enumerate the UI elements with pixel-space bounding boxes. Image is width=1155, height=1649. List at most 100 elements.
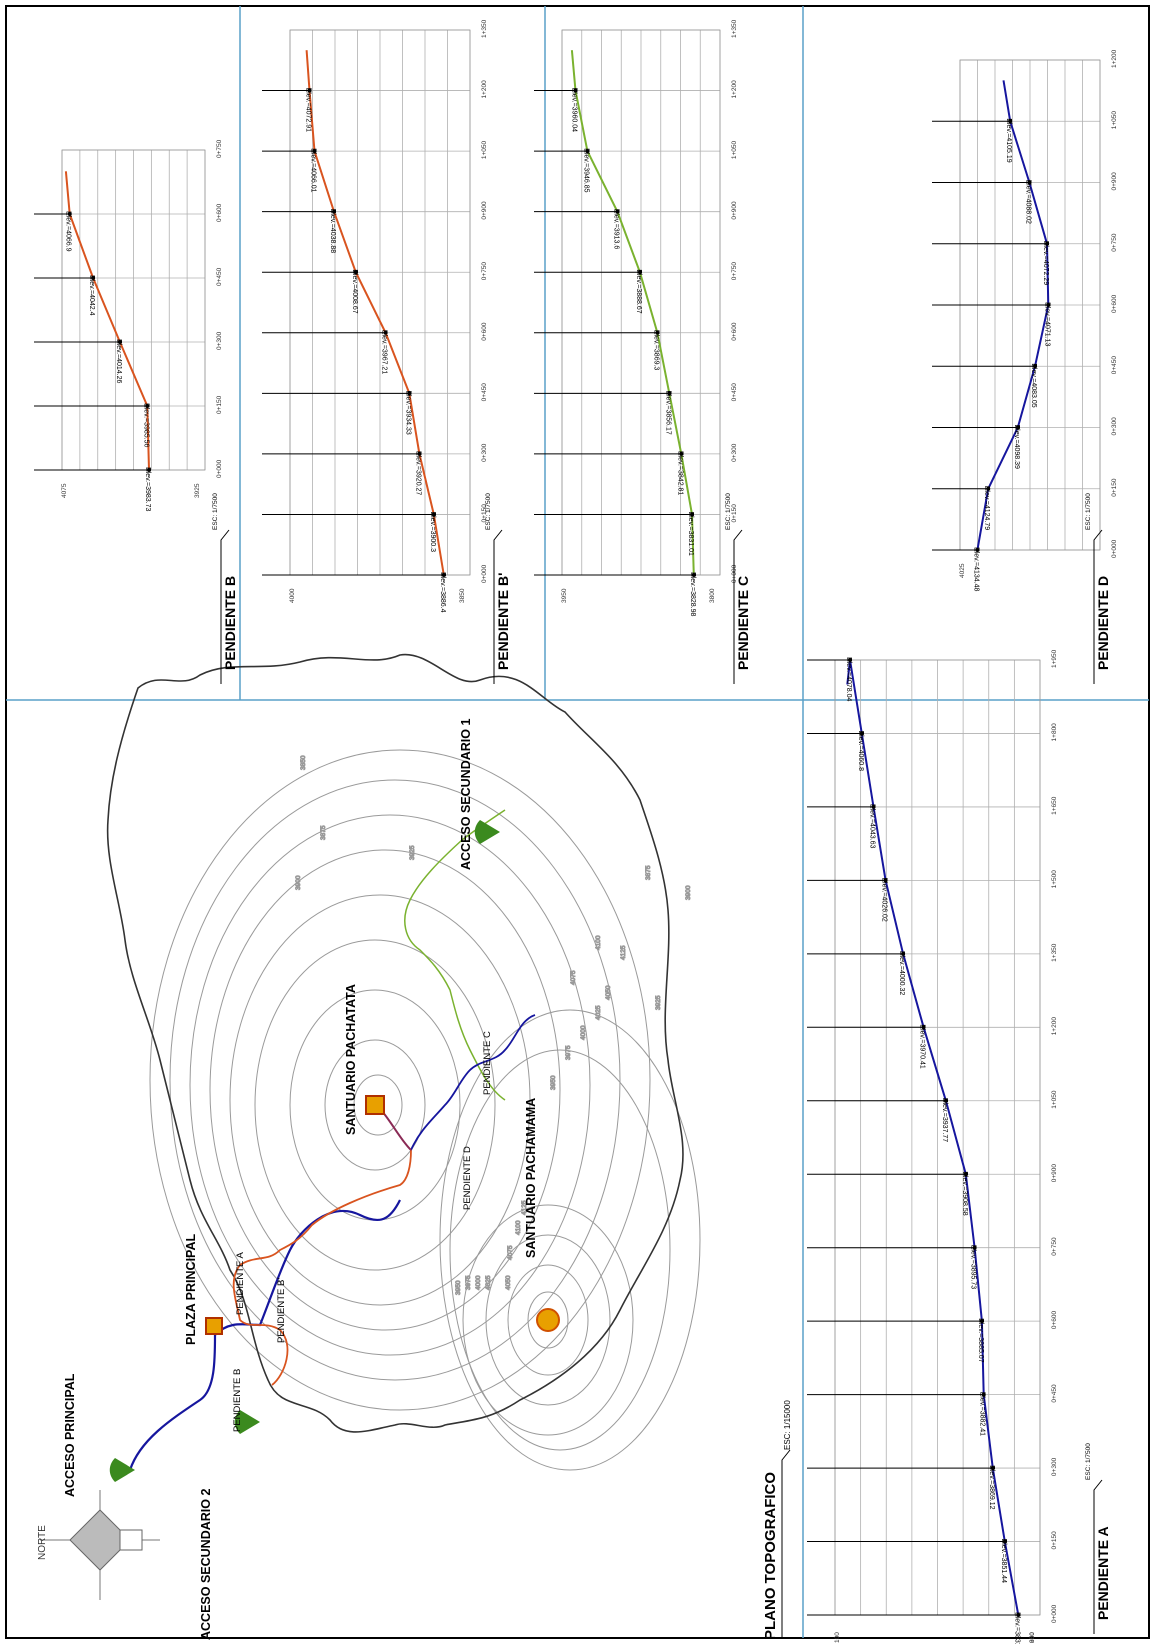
contour-value-label: 3875 — [320, 825, 327, 840]
elevation-point — [441, 573, 446, 577]
profiles-group: 0+000 0+150 0+300 0+450 0+600 0+750 4075 3925 El… — [34, 19, 1118, 1649]
path-pendiente-d — [410, 1014, 536, 1151]
contour-value-label: 3900 — [295, 875, 302, 890]
elevation-point — [859, 731, 864, 736]
chainage-tick-label: 0+600 — [1111, 294, 1118, 313]
plaza-principal-label: PLAZA PRINCIPAL — [184, 1234, 198, 1345]
chainage-tick-label: 0+750 — [481, 262, 488, 281]
pendiente-a-label: PENDIENTE A — [235, 1252, 246, 1315]
elevation-point — [431, 512, 436, 517]
chainage-tick-label: 0+300 — [216, 331, 223, 350]
profile-title-bracket — [1093, 1479, 1103, 1634]
elevation-label: Elev.=3967.21 — [381, 330, 388, 375]
elevation-label: Elev.=4026.02 — [881, 877, 888, 922]
elevation-point — [943, 1098, 948, 1103]
elevation-point — [691, 573, 696, 577]
chainage-tick-label: 0+300 — [1111, 417, 1118, 436]
elevation-label: Elev.=3920.27 — [414, 451, 421, 496]
elevation-point — [1008, 119, 1013, 124]
elevation-label: Elev.=3882.41 — [979, 1392, 986, 1437]
santuario-pachamama-label: SANTUARIO PACHAMAMA — [524, 1098, 538, 1258]
santuario-pachamama-marker — [536, 1308, 560, 1332]
elevation-axis-label: 3950 — [561, 588, 568, 603]
elevation-point — [91, 276, 96, 280]
elevation-label: Elev.=3851.44 — [1000, 1539, 1007, 1584]
path-pendiente-c — [404, 809, 506, 1101]
profile-scale: ESC: 1/7500 — [212, 493, 219, 530]
chainage-tick-label: 1+050 — [1111, 111, 1118, 130]
chainage-tick-label: 0+600 — [216, 203, 223, 222]
profile-line — [570, 50, 695, 576]
profile-b2: 0+000 0+150 0+300 0+450 0+600 0+750 0+900 1+050… — [262, 19, 511, 684]
chainage-tick-label: 0+900 — [731, 201, 738, 220]
contour-value-label: 4075 — [507, 1245, 514, 1260]
chainage-tick-label: 0+000 — [481, 564, 488, 583]
elevation-label: Elev.=4060.8 — [857, 730, 864, 771]
elevation-label: Elev.=3913.6 — [612, 209, 619, 250]
elevation-label: Elev.=4071.13 — [1043, 302, 1050, 347]
profile-title-bracket — [733, 529, 743, 684]
contour-value-label: 3950 — [455, 1280, 462, 1295]
elevation-label: Elev.=4088.02 — [1024, 180, 1031, 225]
acceso-principal-label: ACCESO PRINCIPAL — [63, 1373, 77, 1497]
elevation-point — [1045, 241, 1050, 246]
contour-value-label: 4125 — [620, 945, 627, 960]
elevation-axis-label: 100 — [834, 1632, 841, 1643]
contour-value-label: 3900 — [685, 885, 692, 900]
elevation-point — [1046, 303, 1051, 307]
acceso-secundario-2-label: ACCESO SECUNDARIO 2 — [199, 1489, 213, 1640]
profile-title-bracket — [220, 529, 230, 684]
elevation-label: Elev.=3831.01 — [687, 511, 694, 556]
chainage-tick-label: 0+300 — [731, 443, 738, 462]
elevation-label: Elev.=4105.19 — [1005, 118, 1012, 163]
contour-value-label: 4000 — [475, 1275, 482, 1290]
elevation-point — [407, 391, 412, 396]
elevation-point — [848, 658, 853, 662]
contour-value-label: 3950 — [550, 1075, 557, 1090]
elevation-label: Elev.=3869.3 — [652, 330, 659, 371]
contour-line — [462, 1204, 634, 1436]
profile-title: PENDIENTE C — [735, 576, 751, 670]
elevation-point — [637, 270, 642, 275]
chainage-tick-label: 0+900 — [1051, 1164, 1058, 1183]
chainage-tick-label: 1+650 — [1051, 796, 1058, 815]
contour-value-label: 3850 — [300, 755, 307, 770]
acceso-secundario-1-label: ACCESO SECUNDARIO 1 — [459, 719, 473, 870]
contour-line — [324, 1039, 426, 1171]
pendiente-b-label: PENDIENTE B — [232, 1369, 243, 1432]
contour-value-label: 4075 — [570, 970, 577, 985]
santuario-pachatata-marker — [365, 1095, 385, 1115]
chainage-tick-label: 0+150 — [481, 504, 488, 523]
contour-line — [254, 939, 496, 1271]
elevation-label: Elev.=4083.05 — [1030, 363, 1037, 408]
elevation-point — [901, 951, 906, 956]
contour-lines: 3850387539003925395039754000402540504075… — [149, 749, 701, 1471]
elevation-label: Elev.=3960.04 — [571, 88, 578, 133]
contour-value-label: 3925 — [655, 995, 662, 1010]
elevation-label: Elev.=3946.85 — [582, 148, 589, 193]
contour-value-label: 3975 — [565, 1045, 572, 1060]
elevation-point — [312, 149, 317, 154]
elevation-point — [921, 1025, 926, 1030]
profile-c: 0+0000+1500+3000+4500+6000+7500+9001+050… — [534, 19, 751, 684]
chainage-tick-label: 1+800 — [1051, 723, 1058, 742]
chainage-tick-label: 1+200 — [481, 80, 488, 99]
chainage-tick-label: 1+350 — [481, 19, 488, 38]
elevation-label: Elev.=3985.56 — [142, 403, 149, 448]
contour-line — [439, 1009, 701, 1471]
acceso-secundario-2-cone — [234, 1410, 260, 1434]
elevation-axis-label: 800 — [1029, 1632, 1036, 1643]
chainage-tick-label: 0+150 — [1051, 1531, 1058, 1550]
chainage-tick-label: 1+200 — [1111, 49, 1118, 68]
chainage-tick-label: 0+300 — [1051, 1457, 1058, 1476]
santuario-pachatata-label: SANTUARIO PACHATATA — [344, 984, 358, 1135]
chainage-tick-label: 1+350 — [1051, 943, 1058, 962]
elevation-point — [1016, 1613, 1021, 1617]
contour-value-label: 3875 — [645, 865, 652, 880]
profile-scale: ESC: 1/7500 — [1085, 1443, 1092, 1480]
elevation-axis-label: 3800 — [709, 588, 716, 603]
chainage-tick-label: 0+000 — [216, 459, 223, 478]
chainage-tick-label: 0+900 — [481, 201, 488, 220]
chainage-tick-label: 0+000 — [1111, 539, 1118, 558]
pendiente-b2-label: PENDIENTE B' — [276, 1278, 287, 1343]
